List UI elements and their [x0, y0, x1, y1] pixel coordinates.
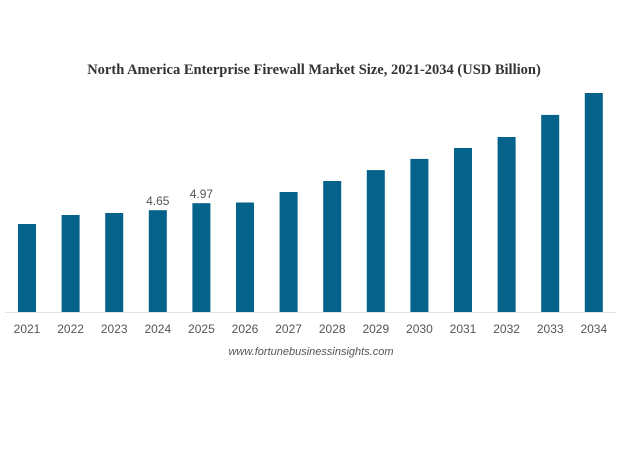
data-label-2024: 4.65 [146, 194, 170, 208]
bar-2021 [18, 224, 36, 312]
bars-group [18, 93, 603, 313]
x-tick-label: 2021 [14, 322, 41, 336]
bar-2028 [323, 181, 342, 312]
x-tick-label: 2023 [101, 322, 128, 336]
source-credit: www.fortunebusinessinsights.com [228, 346, 394, 358]
data-label-2025: 4.97 [190, 187, 214, 201]
x-tick-label: 2030 [406, 322, 433, 336]
x-tick-label: 2022 [57, 322, 84, 336]
bar-2032 [497, 137, 516, 312]
x-tick-label: 2024 [144, 322, 171, 336]
bar-2026 [236, 202, 254, 312]
bar-2030 [410, 158, 429, 312]
bar-2033 [541, 114, 560, 313]
bar-2024 [148, 210, 167, 312]
x-tick-label: 2034 [580, 322, 607, 336]
bar-2023 [105, 213, 124, 312]
bar-2025 [192, 203, 211, 312]
bar-2034 [584, 93, 603, 312]
x-tick-label: 2027 [275, 322, 302, 336]
bar-2022 [61, 215, 80, 312]
chart-title: North America Enterprise Firewall Market… [87, 62, 541, 78]
bar-2027 [279, 192, 298, 312]
x-tick-label: 2032 [493, 322, 520, 336]
x-tick-labels: 2021 2022 2023 2024 2025 2026 2027 2028 2029 2030… [14, 322, 608, 336]
x-tick-label: 2029 [362, 322, 389, 336]
data-labels: 4.65 4.97 [146, 187, 213, 208]
x-tick-label: 2033 [537, 322, 564, 336]
x-tick-label: 2031 [450, 322, 477, 336]
bar-2031 [454, 148, 472, 312]
x-tick-label: 2028 [319, 322, 346, 336]
x-tick-label: 2026 [232, 322, 259, 336]
bar-2029 [366, 170, 385, 312]
x-tick-label: 2025 [188, 322, 215, 336]
